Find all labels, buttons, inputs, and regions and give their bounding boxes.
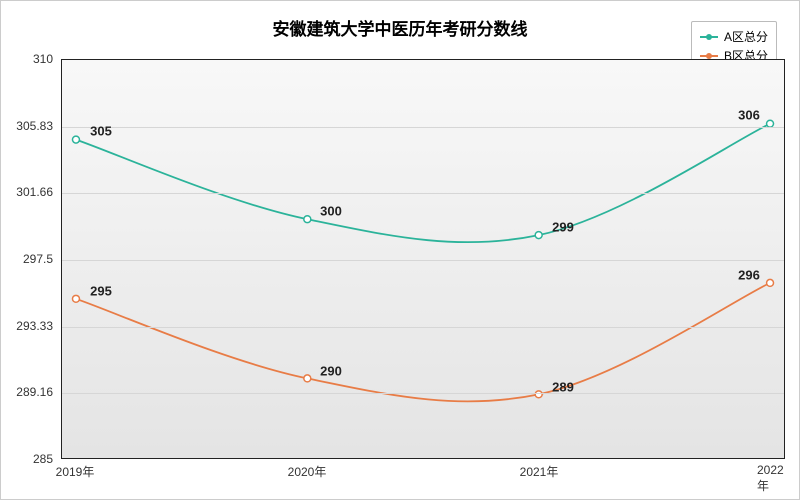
data-label: 295 (90, 284, 112, 299)
series-line (76, 283, 770, 402)
y-tick-label: 301.66 (16, 185, 53, 199)
y-tick-label: 293.33 (16, 319, 53, 333)
data-marker (72, 295, 79, 302)
data-marker (535, 232, 542, 239)
data-label: 299 (552, 220, 574, 235)
gridline (62, 327, 784, 328)
x-tick-label: 2022年 (757, 463, 785, 494)
y-tick-label: 285 (33, 452, 53, 466)
legend-item: A区总分 (700, 28, 768, 45)
data-label: 305 (90, 124, 112, 139)
data-marker (767, 279, 774, 286)
gridline (62, 260, 784, 261)
data-label: 306 (738, 108, 760, 123)
data-marker (304, 375, 311, 382)
data-label: 290 (320, 364, 342, 379)
series-line (76, 124, 770, 243)
gridline (62, 393, 784, 394)
data-label: 296 (738, 268, 760, 283)
chart-container: 安徽建筑大学中医历年考研分数线 A区总分 B区总分 285289.16293.3… (0, 0, 800, 500)
data-label: 289 (552, 380, 574, 395)
legend-swatch-b (700, 55, 718, 57)
data-marker (304, 216, 311, 223)
y-tick-label: 310 (33, 52, 53, 66)
plot-area (61, 59, 785, 459)
legend-swatch-a (700, 36, 718, 38)
y-tick-label: 305.83 (16, 119, 53, 133)
data-marker (72, 136, 79, 143)
chart-svg (62, 60, 784, 458)
chart-title: 安徽建筑大学中医历年考研分数线 (273, 15, 528, 40)
y-tick-label: 297.5 (23, 252, 53, 266)
x-tick-label: 2019年 (56, 463, 95, 480)
data-label: 300 (320, 204, 342, 219)
x-tick-label: 2020年 (288, 463, 327, 480)
gridline (62, 127, 784, 128)
y-tick-label: 289.16 (16, 385, 53, 399)
gridline (62, 193, 784, 194)
legend-label: A区总分 (724, 28, 768, 45)
x-tick-label: 2021年 (520, 463, 559, 480)
